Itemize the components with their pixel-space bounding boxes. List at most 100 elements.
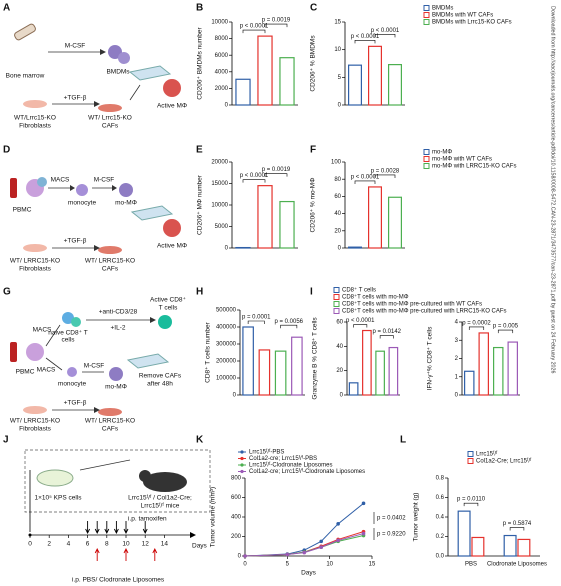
significance-bracket: [509, 527, 525, 531]
bar: [348, 246, 363, 249]
y-tick-label: 15: [334, 20, 341, 26]
bar: [478, 332, 489, 396]
y-tick-label: 0: [338, 246, 342, 252]
p-value: p = 0.0142: [372, 329, 401, 335]
significance-bracket: [379, 335, 394, 339]
label: WT/ Lrrc15-KO: [88, 115, 132, 122]
data-point: [302, 550, 307, 555]
label: WT/ LRRC15-KO: [85, 258, 135, 265]
label: mo-MΦ: [105, 384, 127, 391]
label: WT/ LRRC15-KO: [10, 258, 60, 265]
label: Lrrc15ᶠ/ᶠ / Col1a2-Cre;: [128, 495, 192, 502]
y-tick-label: 4000: [215, 69, 229, 75]
bar: [388, 64, 403, 106]
y-tick-label: 10000: [211, 203, 228, 209]
p-value: p < 0.0001: [240, 24, 269, 30]
timeline-tick-label: 14: [161, 541, 169, 548]
timeline-tick-label: 10: [122, 541, 130, 548]
label: WT/ LRRC15-KO: [85, 418, 135, 425]
tamoxifen-arrow: [104, 521, 110, 535]
p-value: p < 0.0001: [346, 318, 375, 324]
p-value: p = 0.5874: [503, 521, 532, 527]
panel-letter: H: [196, 287, 203, 298]
tamoxifen-arrow: [85, 521, 91, 535]
y-tick-label: 20: [334, 228, 341, 234]
legend-label: Col1a2-cre; Lrrc15ᶠ/ᶠ-PBS: [249, 455, 317, 462]
legend-label: BMDMs with Lrrc15-KO CAFs: [432, 20, 512, 26]
y-tick-label: 0.4: [436, 515, 445, 521]
p-value: p = 0.0110: [457, 497, 486, 503]
timeline-tick-label: 2: [47, 541, 51, 548]
panel-letter: I: [310, 287, 313, 298]
bar: [274, 350, 287, 396]
panel-letter: L: [400, 435, 406, 446]
label: Fibroblasts: [19, 266, 52, 273]
label: Remove CAFs: [139, 373, 182, 380]
label: Fibroblasts: [19, 426, 52, 433]
significance-bracket: [242, 179, 266, 183]
timeline-tick-label: 12: [142, 541, 150, 548]
significance-bracket: [354, 180, 376, 184]
panel-letter: J: [3, 435, 9, 446]
label: +anti-CD3/28: [99, 309, 138, 316]
legend-marker: [240, 463, 244, 467]
y-tick-label: 0: [340, 393, 344, 399]
label: MACS: [51, 177, 70, 184]
liposome-arrow: [94, 547, 100, 561]
label: Active MΦ: [157, 243, 187, 250]
tamoxifen-arrow: [94, 521, 100, 535]
label: +IL-2: [111, 325, 126, 332]
y-tick-label: 0: [225, 103, 229, 109]
bar: [348, 382, 359, 396]
x-tick-label: PBS: [465, 562, 477, 568]
timeline-arrow: [190, 532, 196, 538]
p-value: p < 0.0001: [240, 173, 269, 179]
bar: [279, 57, 295, 106]
y-tick-label: 20: [336, 368, 343, 374]
panel-letter: D: [3, 145, 10, 156]
legend-label: mo-MΦ with WT CAFs: [432, 157, 492, 163]
diagram-g: MACS naive CD8⁺ T cells +anti-CD3/28 +IL…: [10, 297, 187, 433]
bar: [235, 78, 251, 106]
significance-bracket: [353, 324, 368, 328]
label: i.p. PBS/ Clodronate Liposomes: [72, 577, 165, 584]
y-tick-label: 10: [334, 47, 341, 53]
label: BMDMs: [106, 69, 130, 76]
data-point: [361, 501, 366, 506]
x-tick-label: 5: [286, 562, 290, 568]
x-axis-label: Days: [301, 570, 317, 577]
bar: [375, 350, 385, 396]
y-axis-label: CD206⁺ BMDMs number: [197, 26, 204, 99]
p-value: p < 0.0001: [351, 175, 380, 181]
y-axis-label: CD206⁺ MΦ number: [197, 174, 204, 235]
bar: [507, 341, 518, 396]
legend-label: CD8⁺T cells with mo-MΦ pre-cultured with…: [342, 308, 507, 315]
label: Lrrc15ᶠ/ᶠ mice: [141, 503, 180, 510]
y-tick-label: 0.2: [436, 534, 445, 540]
p-value: p = 0.0028: [371, 169, 400, 175]
data-point: [319, 539, 324, 544]
diagram-j: 1×10⁵ KPS cells Lrrc15ᶠ/ᶠ / Col1a2-Cre; …: [24, 449, 211, 584]
y-tick-label: 5: [338, 75, 342, 81]
y-tick-label: 500000: [216, 308, 237, 314]
legend-label: mo-MΦ: [432, 150, 452, 156]
tamoxifen-arrow: [142, 521, 148, 535]
significance-bracket: [374, 174, 396, 178]
label: CAFs: [102, 266, 119, 273]
panel-letter: K: [196, 435, 204, 446]
y-tick-label: 0.0: [436, 554, 445, 560]
y-tick-label: 20000: [211, 160, 228, 166]
y-axis-label: Tumor volume (mm³): [210, 487, 217, 547]
label: M-CSF: [65, 43, 86, 50]
label: CAFs: [102, 426, 119, 433]
label: WT/ LRRC15-KO: [10, 418, 60, 425]
label: CAFs: [102, 123, 119, 130]
panel-letter: F: [310, 145, 316, 156]
label: M-CSF: [94, 177, 115, 184]
legend-marker: [240, 469, 244, 474]
data-point: [336, 538, 340, 543]
label: Active CD8⁺: [150, 297, 187, 304]
p-value: p = 0.9220: [377, 532, 406, 538]
data-point: [285, 552, 290, 557]
timeline-tick-label: 6: [86, 541, 90, 548]
